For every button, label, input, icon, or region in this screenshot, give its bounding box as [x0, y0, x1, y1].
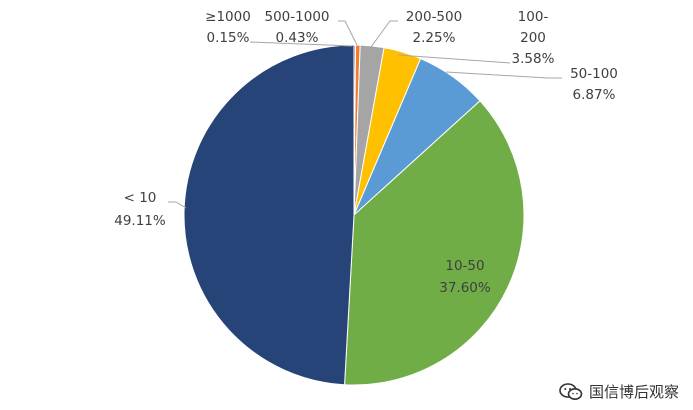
- slice-percent-label: 6.87%: [573, 87, 616, 103]
- pie-slice-10: [183, 44, 355, 386]
- slice-category-label: 500-1000: [265, 9, 330, 25]
- slice-category-label: ≥1000: [205, 9, 251, 25]
- leader-lines: [168, 20, 562, 209]
- leader-line: [445, 71, 562, 79]
- leader-line: [370, 20, 398, 48]
- slice-percent-label: 0.43%: [276, 30, 319, 46]
- slice-category-label: 50-100: [570, 66, 618, 82]
- watermark: 国信博后观察: [559, 381, 679, 402]
- slice-category-label: < 10: [124, 190, 157, 206]
- leader-line: [168, 201, 187, 209]
- leader-line: [338, 20, 358, 46]
- slice-percent-label: 37.60%: [439, 280, 491, 296]
- slice-percent-label: 0.15%: [207, 30, 250, 46]
- wechat-icon: [559, 382, 583, 400]
- slice-category-label: 10-50: [445, 258, 484, 274]
- slice-percent-label: 3.58%: [512, 51, 555, 67]
- leader-line: [249, 41, 353, 47]
- watermark-text: 国信博后观察: [588, 383, 679, 401]
- slice-labels: ≥1000 0.15% 500-1000 0.43% 200-500 2.25% 100- 2…: [114, 9, 618, 296]
- slice-category-label: 200: [520, 30, 546, 46]
- slice-category-label: 200-500: [406, 9, 462, 25]
- leader-line: [397, 54, 511, 64]
- slice-percent-label: 49.11%: [114, 213, 166, 229]
- pie-slices: [183, 44, 525, 386]
- pie-slice-10-50: [344, 100, 525, 386]
- slice-category-label: 100-: [518, 9, 549, 25]
- slice-percent-label: 2.25%: [413, 30, 456, 46]
